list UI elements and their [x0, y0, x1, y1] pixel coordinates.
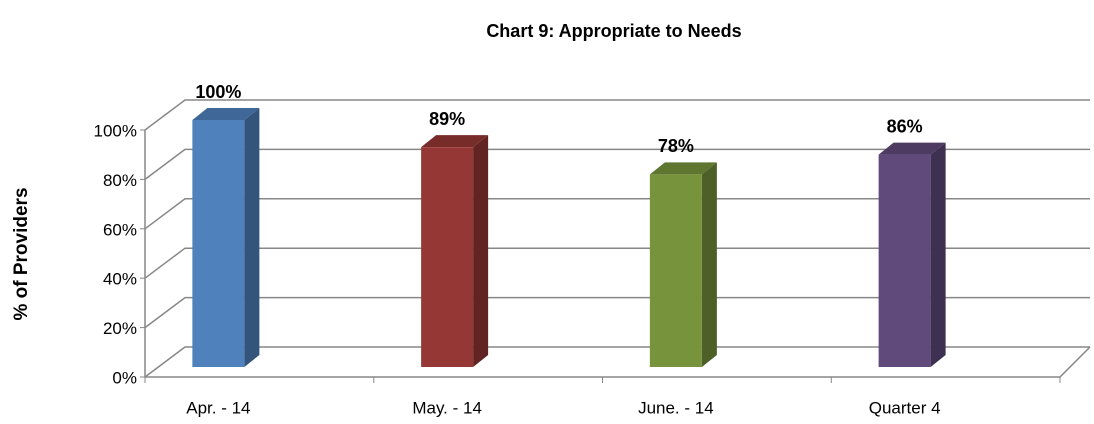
value-label: 86% [887, 116, 923, 136]
chart-title: Chart 9: Appropriate to Needs [486, 21, 741, 41]
y-tick-label: 60% [103, 220, 137, 239]
y-tick-label: 20% [103, 319, 137, 338]
grid-line [144, 99, 1090, 131]
bar-top [192, 108, 260, 120]
y-tick-label: 80% [103, 171, 137, 190]
bar-top [649, 162, 717, 175]
x-tick-label: May. - 14 [412, 398, 482, 417]
grid-line [144, 296, 1090, 329]
bar [421, 147, 474, 367]
x-tick-label: Quarter 4 [869, 398, 941, 417]
bar-side [473, 135, 489, 367]
y-tick-label: 0% [112, 368, 137, 387]
y-tick-label: 100% [94, 121, 137, 140]
bar-side [701, 162, 717, 367]
bar-top [878, 142, 946, 155]
bar-side [930, 142, 946, 367]
grid-line [144, 198, 1090, 230]
grid-line [144, 346, 1090, 378]
bar [649, 174, 702, 367]
x-tick-label: Apr. - 14 [186, 398, 250, 417]
y-axis-label: % of Providers [11, 187, 32, 320]
value-label: 100% [195, 82, 241, 102]
floor-edge [145, 346, 1091, 378]
y-tick-label: 40% [103, 270, 137, 289]
bar-side [244, 108, 260, 367]
grid-line [144, 247, 1090, 279]
value-label: 78% [658, 136, 694, 156]
bar [878, 154, 931, 367]
bar [192, 120, 245, 367]
grid-line [144, 148, 1090, 180]
x-tick-label: June. - 14 [638, 398, 714, 417]
value-label: 89% [429, 109, 465, 129]
bar-top [421, 135, 489, 148]
